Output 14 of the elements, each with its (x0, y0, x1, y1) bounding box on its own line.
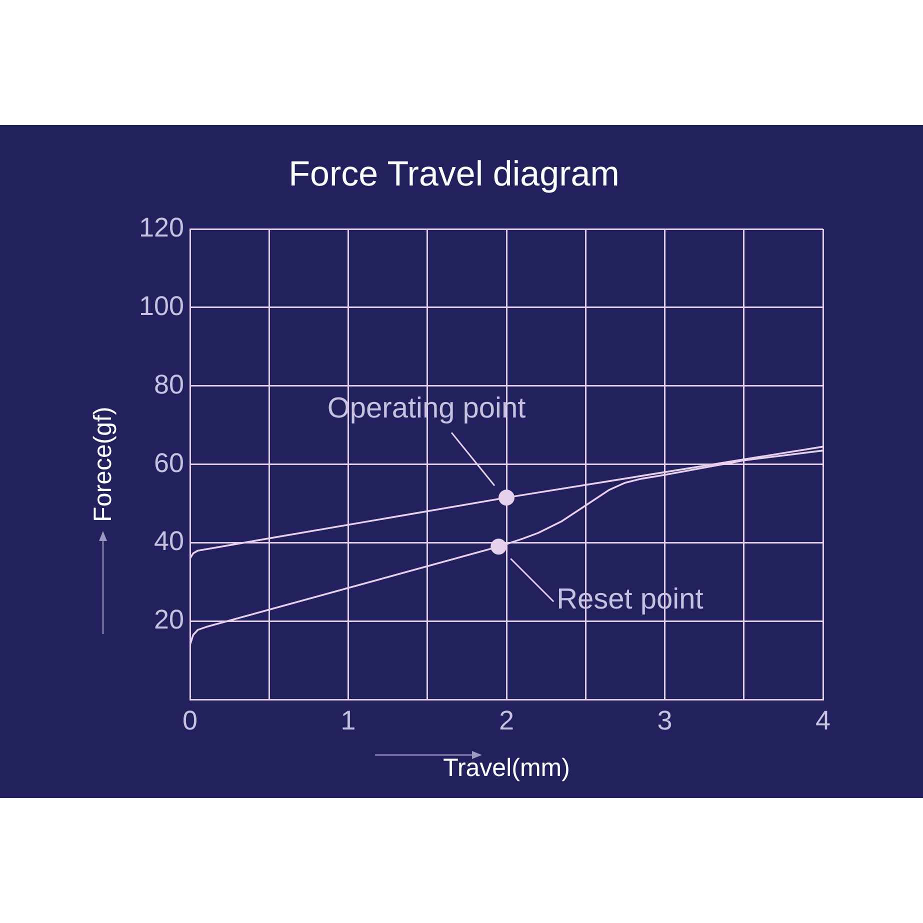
y-tick-label: 40 (154, 526, 184, 556)
x-tick-label: 2 (499, 705, 514, 736)
y-axis-title: Forece(gf) (88, 406, 117, 522)
x-tick-label: 0 (182, 705, 198, 736)
x-tick-label: 1 (340, 705, 356, 736)
y-tick-label: 120 (138, 212, 184, 242)
x-tick-label: 3 (657, 705, 672, 736)
y-tick-label: 20 (154, 604, 184, 635)
x-axis-title: Travel(mm) (443, 754, 570, 782)
x-tick-label: 4 (815, 705, 831, 736)
chart-title: Force Travel diagram (288, 154, 620, 194)
y-tick-label: 100 (138, 290, 184, 321)
y-tick-label: 60 (154, 448, 184, 478)
y-tick-label: 80 (154, 369, 184, 400)
